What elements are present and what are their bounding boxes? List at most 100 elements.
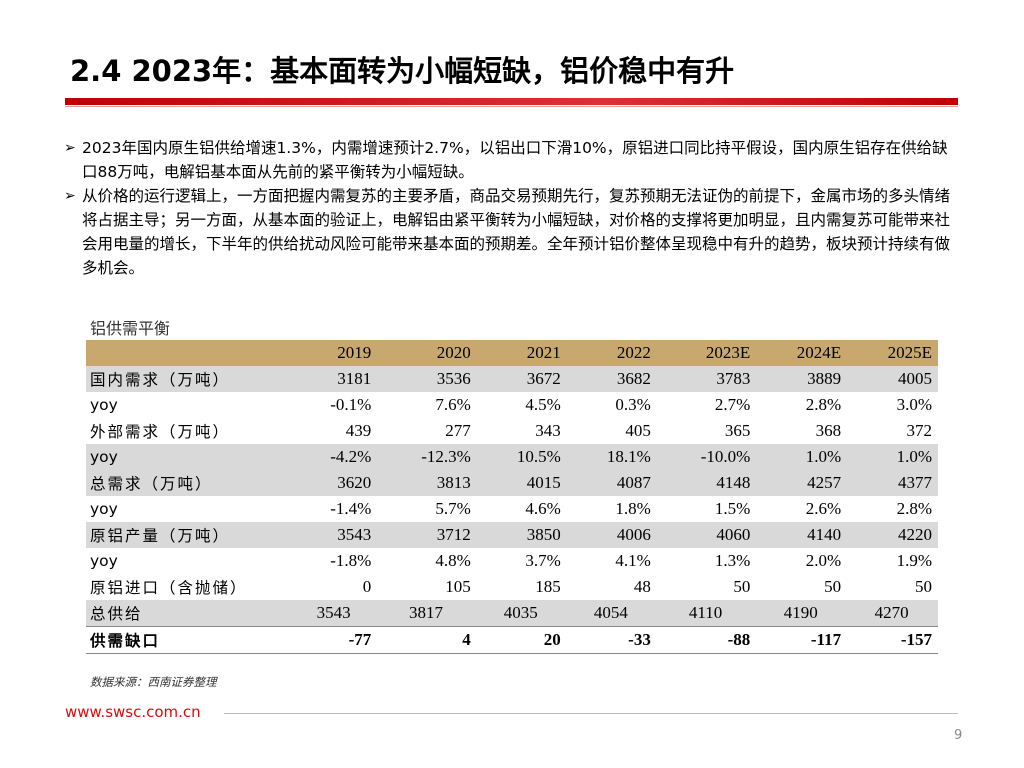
table-cell: 4015 — [526, 473, 561, 492]
table-cell: 3.7% — [525, 551, 561, 570]
table-cell: 0.3% — [615, 395, 651, 414]
table-cell: 4270 — [874, 603, 909, 622]
table-cell: -117 — [810, 630, 842, 649]
table-cell: 4257 — [807, 473, 842, 492]
header-cell: 2025E — [887, 343, 932, 362]
header-cell — [86, 340, 292, 366]
table-cell: 4140 — [807, 525, 842, 544]
table-cell: 7.6% — [435, 395, 471, 414]
table-cell: 1.5% — [714, 499, 751, 518]
table-cell: 1.8% — [615, 499, 651, 518]
table-cell: 4 — [462, 630, 471, 649]
table-cell: 4190 — [783, 603, 818, 622]
row-label: 总供给 — [90, 605, 143, 623]
footer-rule — [224, 713, 958, 714]
footer-url: www.swsc.com.cn — [65, 703, 201, 721]
row-label: 供需缺口 — [90, 632, 161, 650]
table-cell: 4087 — [616, 473, 651, 492]
table-cell: 3783 — [716, 369, 751, 388]
row-label: yoy — [90, 552, 118, 570]
table-cell: -1.4% — [330, 499, 372, 518]
table-row: 总供给 3543 3817 4035 4054 4110 4190 4270 — [86, 600, 938, 627]
table-cell: 3817 — [409, 603, 444, 622]
table-row: yoy -4.2% -12.3% 10.5% 18.1% -10.0% 1.0% 1.0% — [86, 444, 938, 470]
row-label: 原铝进口（含抛储） — [90, 579, 248, 597]
table-cell: -88 — [727, 630, 751, 649]
table-cell: 3181 — [337, 369, 372, 388]
table-cell: 0 — [362, 577, 372, 596]
slide-title: 2.4 2023年：基本面转为小幅短缺，铝价稳中有升 — [70, 54, 735, 88]
row-label: yoy — [90, 500, 118, 518]
title-rule — [65, 106, 958, 107]
table-cell: -157 — [900, 630, 932, 649]
table-cell: -12.3% — [421, 447, 471, 466]
table-row: 原铝进口（含抛储） 0 105 185 48 50 50 50 — [86, 574, 938, 600]
table-head: 2019 2020 2021 2022 2023E 2024E 2025E — [86, 340, 938, 366]
bullet: 从价格的运行逻辑上，一方面把握内需复苏的主要矛盾，商品交易预期先行，复苏预期无法… — [64, 184, 954, 280]
table-cell: 4148 — [716, 473, 751, 492]
data-table: 2019 2020 2021 2022 2023E 2024E 2025E 国内需求（万吨）… — [86, 340, 938, 654]
table-body: 国内需求（万吨） 3181 3536 3672 3682 3783 3889 4005 yoy -… — [86, 366, 938, 654]
table-cell: 405 — [625, 421, 651, 440]
table-cell: 3813 — [436, 473, 471, 492]
table-cell: 4.8% — [435, 551, 471, 570]
table-cell: -10.0% — [700, 447, 751, 466]
table-cell: 372 — [906, 421, 933, 440]
table-cell: 48 — [633, 577, 651, 596]
table-cell: -33 — [628, 630, 651, 649]
table-cell: 4377 — [898, 473, 932, 492]
table-cell: 3620 — [337, 473, 372, 492]
header-cell: 2024E — [796, 343, 842, 362]
table-cell: 1.9% — [896, 551, 932, 570]
table-cell: 4.1% — [615, 551, 651, 570]
table-title: 铝供需平衡 — [90, 319, 171, 338]
table-cell: 343 — [535, 421, 561, 440]
table-cell: -1.8% — [330, 551, 372, 570]
table-cell: 3.0% — [896, 395, 932, 414]
table-cell: 2.7% — [714, 395, 751, 414]
table-cell: 4060 — [716, 525, 751, 544]
header-cell: 2019 — [337, 343, 372, 362]
header-cell: 2021 — [526, 343, 561, 362]
table-cell: 50 — [915, 577, 932, 596]
table-cell: 105 — [445, 577, 471, 596]
table-cell: 4035 — [503, 603, 538, 622]
table-cell: 4.6% — [525, 499, 561, 518]
table-cell: 185 — [535, 577, 561, 596]
table-cell: -0.1% — [330, 395, 372, 414]
bullet-list: 2023年国内原生铝供给增速1.3%，内需增速预计2.7%，以铝出口下滑10%，… — [64, 136, 954, 280]
table-cell: 1.0% — [896, 447, 932, 466]
table-cell: 365 — [724, 421, 751, 440]
table-cell: 3712 — [436, 525, 471, 544]
table-cell: 3682 — [616, 369, 651, 388]
row-label: 外部需求（万吨） — [90, 423, 231, 441]
table-cell: 18.1% — [606, 447, 651, 466]
header-cell: 2022 — [616, 343, 651, 362]
header-cell: 2023E — [705, 343, 751, 362]
row-label: 国内需求（万吨） — [90, 371, 231, 389]
header-cell: 2020 — [436, 343, 471, 362]
table-cell: 3889 — [807, 369, 842, 388]
table-row: 外部需求（万吨） 439 277 343 405 365 368 372 — [86, 418, 938, 444]
row-label: yoy — [90, 448, 118, 466]
table-row: yoy -0.1% 7.6% 4.5% 0.3% 2.7% 2.8% 3.0% — [86, 392, 938, 418]
table-cell: 5.7% — [435, 499, 471, 518]
table-row: 供需缺口 -77 4 20 -33 -88 -117 -157 — [86, 626, 938, 654]
table-cell: 4110 — [688, 603, 723, 622]
table-cell: 3672 — [526, 369, 561, 388]
table-cell: 2.8% — [805, 395, 842, 414]
table-row: 原铝产量（万吨） 3543 3712 3850 4006 4060 4140 4220 — [86, 522, 938, 548]
table-cell: 4006 — [616, 525, 651, 544]
source-note: 数据来源：西南证券整理 — [90, 675, 217, 689]
table-cell: 3850 — [526, 525, 561, 544]
table-cell: 1.0% — [805, 447, 842, 466]
row-label: 原铝产量（万吨） — [90, 527, 231, 545]
table-row: yoy -1.4% 5.7% 4.6% 1.8% 1.5% 2.6% 2.8% — [86, 496, 938, 522]
table-cell: 3536 — [436, 369, 471, 388]
table-cell: 50 — [733, 577, 751, 596]
table-cell: -4.2% — [330, 447, 372, 466]
table-cell: 1.3% — [714, 551, 751, 570]
table-cell: 20 — [543, 630, 561, 649]
page-number: 9 — [954, 728, 963, 743]
